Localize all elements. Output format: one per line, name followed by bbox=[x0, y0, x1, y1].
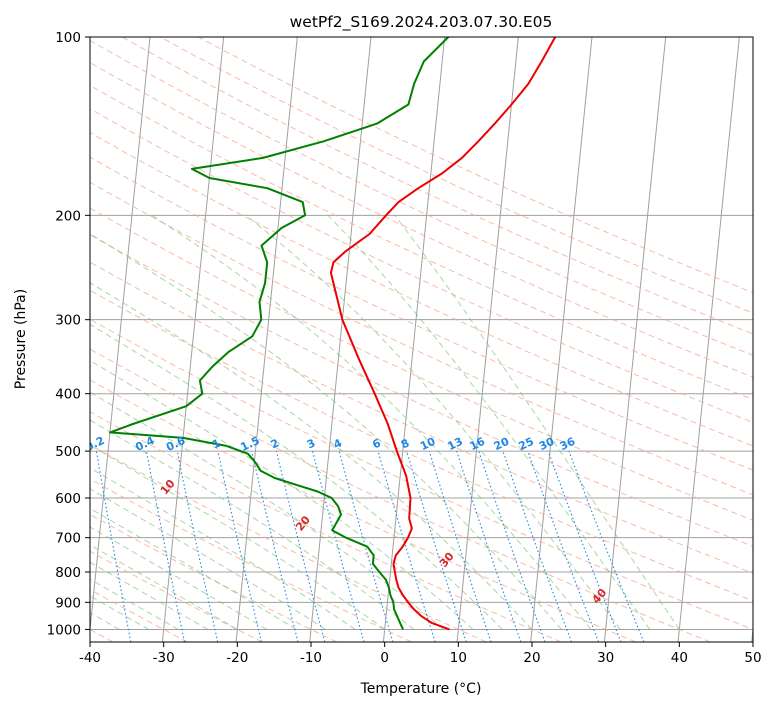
y-tick-label: 600 bbox=[55, 491, 81, 507]
x-tick-label: 40 bbox=[671, 650, 688, 666]
x-tick-label: 50 bbox=[744, 650, 761, 666]
x-tick-label: 10 bbox=[450, 650, 467, 666]
x-tick-label: -10 bbox=[300, 650, 322, 666]
x-tick-label: 30 bbox=[597, 650, 614, 666]
y-tick-label: 200 bbox=[55, 208, 81, 224]
y-tick-label: 300 bbox=[55, 313, 81, 329]
y-tick-label: 400 bbox=[55, 387, 81, 403]
x-tick-label: -40 bbox=[79, 650, 101, 666]
y-tick-label: 700 bbox=[55, 531, 81, 547]
x-tick-label: -30 bbox=[153, 650, 175, 666]
x-tick-label: 0 bbox=[380, 650, 389, 666]
y-tick-label: 1000 bbox=[47, 622, 81, 638]
x-axis-label: Temperature (°C) bbox=[360, 681, 482, 697]
x-tick-label: 20 bbox=[523, 650, 540, 666]
y-tick-label: 100 bbox=[55, 30, 81, 46]
y-tick-label: 900 bbox=[55, 595, 81, 611]
y-tick-label: 800 bbox=[55, 565, 81, 581]
x-tick-label: -20 bbox=[226, 650, 248, 666]
chart-title: wetPf2_S169.2024.203.07.30.E05 bbox=[290, 13, 553, 32]
y-axis-label: Pressure (hPa) bbox=[13, 289, 29, 389]
y-tick-label: 500 bbox=[55, 444, 81, 460]
